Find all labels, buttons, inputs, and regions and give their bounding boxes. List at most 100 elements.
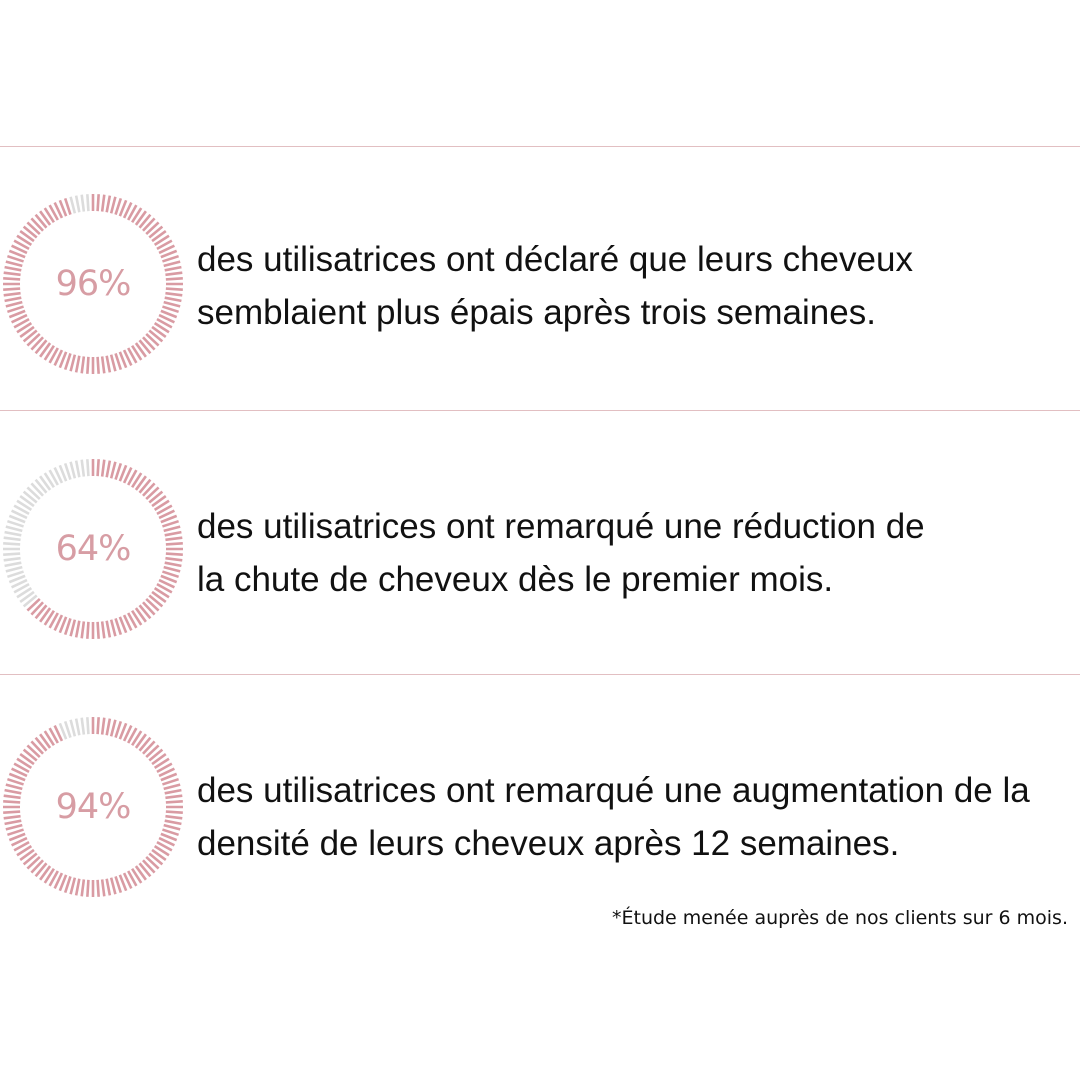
ring-track-segment [80,717,86,735]
ring-fill-segment [3,277,21,281]
ring-fill-segment [163,565,181,573]
ring-fill-segment [114,462,123,480]
ring-fill-segment [13,762,30,773]
ring-fill-segment [148,748,164,762]
ring-fill-segment [162,570,180,579]
ring-track-segment [6,570,24,579]
ring-fill-segment [134,607,147,623]
ring-fill-segment [80,356,86,374]
ring-track-segment [16,587,33,599]
ring-fill-segment [16,234,33,246]
ring-track-segment [13,583,30,594]
ring-track-segment [80,194,86,212]
ring-fill-segment [127,204,138,221]
ring-fill-segment [114,618,123,636]
ring-fill-segment [162,254,180,263]
ring-fill-segment [74,620,81,638]
ring-fill-segment [118,874,128,892]
ring-fill-segment [63,197,72,215]
ring-fill-segment [86,356,90,374]
ring-fill-segment [16,845,33,857]
ring-fill-segment [80,879,86,897]
ring-fill-segment [156,318,173,329]
ring-fill-segment [53,872,64,889]
ring-fill-segment [48,612,59,629]
progress-ring-graphic [3,459,183,639]
ring-fill-segment [160,832,178,842]
ring-track-segment [39,475,52,491]
progress-ring [2,193,184,375]
ring-fill-segment [163,260,181,268]
ring-fill-segment [43,867,55,884]
ring-fill-segment [34,213,48,229]
ring-fill-segment [163,823,181,831]
ring-fill-segment [142,217,156,232]
ring-fill-segment [148,225,164,239]
ring-fill-segment [5,783,23,791]
ring-fill-segment [162,777,180,786]
ring-fill-segment [22,329,38,343]
ring-track-segment [4,561,22,568]
ring-fill-segment [19,753,35,766]
stat-description-line-1: des utilisatrices ont remarqué une augme… [197,771,1030,810]
ring-fill-segment [109,196,117,214]
ring-fill-segment [8,772,26,782]
ring-fill-segment [142,482,156,497]
ring-fill-segment [96,879,100,897]
ring-fill-segment [109,877,117,895]
ring-fill-segment [118,464,128,482]
ring-track-segment [86,194,90,212]
ring-fill-segment [105,620,112,638]
ring-track-segment [3,536,21,542]
ring-fill-segment [16,757,33,769]
ring-fill-segment [22,748,38,762]
ring-fill-segment [69,354,77,372]
ring-fill-segment [53,725,64,742]
ring-fill-segment [138,736,152,752]
ring-fill-segment [134,210,147,226]
ring-track-segment [74,460,81,478]
ring-fill-segment [48,347,59,364]
ring-fill-segment [26,221,41,235]
ring-fill-segment [100,879,106,897]
ring-fill-segment [158,244,175,255]
ring-track-segment [5,565,23,573]
ring-fill-segment [53,614,64,631]
ring-fill-segment [58,199,68,217]
ring-fill-segment [134,865,147,881]
ring-fill-segment [164,819,182,826]
ring-track-segment [11,578,28,589]
ring-fill-segment [6,254,24,263]
ring-fill-segment [105,460,112,478]
ring-track-segment [63,462,72,480]
ring-fill-segment [134,475,147,491]
ring-fill-segment [145,486,160,500]
ring-track-segment [13,504,30,515]
ring-fill-segment [163,783,181,791]
ring-fill-segment [151,495,167,508]
ring-fill-segment [118,616,128,634]
ring-fill-segment [148,852,164,866]
ring-fill-segment [165,287,183,291]
ring-fill-segment [39,733,52,749]
stat-description: des utilisatrices ont déclaré que leurs … [197,233,1067,339]
ring-fill-segment [138,604,152,620]
footnote: *Étude menée auprès de nos clients sur 6… [612,907,1068,929]
ring-track-segment [19,590,35,603]
ring-fill-segment [114,720,123,738]
ring-fill-segment [5,300,23,308]
stat-block-3: 94% des utilisatrices ont remarqué une a… [0,716,1080,916]
ring-fill-segment [4,819,22,826]
progress-ring [2,716,184,898]
ring-fill-segment [3,814,21,820]
ring-fill-segment [69,877,77,895]
ring-fill-segment [122,349,133,366]
ring-fill-segment [163,525,181,533]
ring-fill-segment [100,356,106,374]
ring-fill-segment [156,841,173,852]
ring-fill-segment [22,225,38,239]
ring-fill-segment [48,870,59,887]
ring-fill-segment [11,313,28,324]
ring-fill-segment [109,719,117,737]
ring-fill-segment [30,740,44,755]
